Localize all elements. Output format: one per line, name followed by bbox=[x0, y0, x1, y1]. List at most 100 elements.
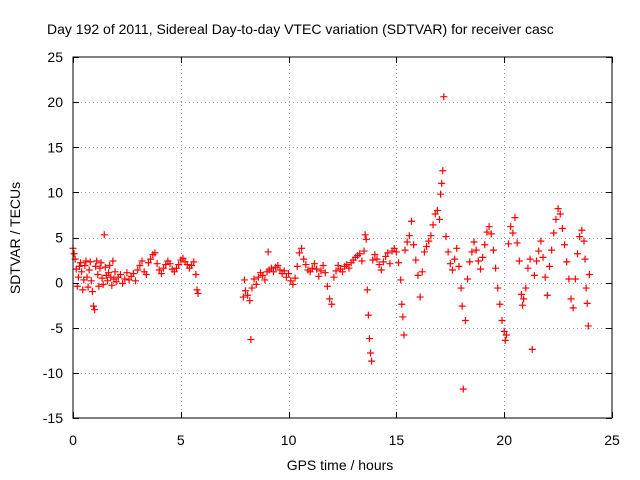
data-point bbox=[440, 93, 448, 101]
data-point bbox=[183, 261, 191, 269]
data-point bbox=[321, 269, 329, 277]
data-point bbox=[507, 223, 515, 231]
data-point bbox=[144, 259, 152, 267]
data-point bbox=[405, 232, 413, 240]
data-point bbox=[425, 237, 433, 245]
data-point bbox=[584, 322, 592, 330]
data-point bbox=[517, 290, 525, 298]
data-point bbox=[364, 311, 372, 319]
data-point bbox=[446, 260, 454, 268]
data-point bbox=[250, 275, 258, 283]
data-point bbox=[87, 277, 95, 285]
data-point bbox=[384, 249, 392, 257]
data-point bbox=[129, 270, 137, 278]
data-point bbox=[108, 281, 116, 289]
data-point bbox=[358, 257, 366, 265]
x-tick-label: 10 bbox=[281, 432, 297, 448]
data-point bbox=[264, 248, 272, 256]
data-point bbox=[95, 282, 103, 290]
data-point bbox=[418, 268, 426, 276]
data-point bbox=[310, 260, 318, 268]
data-point bbox=[306, 268, 314, 276]
data-point bbox=[569, 304, 577, 312]
data-point bbox=[457, 284, 465, 292]
data-point bbox=[420, 248, 428, 256]
data-point bbox=[153, 260, 161, 268]
grid-lines bbox=[73, 57, 612, 418]
data-point bbox=[498, 317, 506, 325]
data-point bbox=[86, 258, 94, 266]
data-point bbox=[151, 249, 159, 257]
data-point bbox=[259, 271, 267, 279]
data-point bbox=[193, 286, 201, 294]
data-point bbox=[252, 280, 260, 288]
data-point bbox=[489, 246, 497, 254]
data-point bbox=[323, 282, 331, 290]
data-point bbox=[308, 264, 316, 272]
y-tick-label: 25 bbox=[47, 49, 63, 65]
data-point bbox=[101, 263, 109, 271]
data-point bbox=[403, 238, 411, 246]
data-point bbox=[371, 251, 379, 259]
data-point bbox=[106, 261, 114, 269]
data-point bbox=[470, 238, 478, 246]
data-point bbox=[282, 273, 290, 281]
data-point bbox=[188, 261, 196, 269]
tick-labels: 0 5 10 15 20 25 -15 -10 -5 0 5 10 15 20 25 bbox=[43, 49, 620, 448]
data-point bbox=[330, 273, 338, 281]
data-point bbox=[556, 210, 564, 218]
data-point bbox=[300, 255, 308, 263]
data-point bbox=[116, 271, 124, 279]
data-point bbox=[313, 265, 321, 273]
data-point bbox=[295, 249, 303, 257]
data-point bbox=[367, 349, 375, 357]
data-point bbox=[543, 291, 551, 299]
data-point bbox=[298, 244, 306, 252]
data-point bbox=[444, 248, 452, 256]
data-point bbox=[317, 267, 325, 275]
data-point bbox=[492, 264, 500, 272]
x-tick-label: 0 bbox=[69, 432, 77, 448]
data-point bbox=[246, 297, 254, 305]
data-point bbox=[412, 256, 420, 264]
data-point bbox=[416, 293, 424, 301]
data-point bbox=[134, 266, 142, 274]
data-point bbox=[136, 261, 144, 269]
y-tick-label: 5 bbox=[55, 230, 63, 246]
data-point bbox=[502, 331, 510, 339]
data-point bbox=[111, 268, 119, 276]
axis-ticks bbox=[73, 57, 613, 419]
data-point bbox=[339, 268, 346, 276]
data-point bbox=[576, 233, 584, 241]
data-point bbox=[315, 272, 323, 280]
data-point bbox=[537, 237, 545, 245]
data-point bbox=[530, 271, 538, 279]
data-point bbox=[565, 275, 573, 283]
data-point bbox=[379, 258, 387, 266]
data-point bbox=[261, 276, 269, 284]
data-point bbox=[241, 287, 249, 295]
data-point bbox=[97, 259, 105, 267]
data-points bbox=[69, 93, 593, 393]
data-point bbox=[509, 229, 517, 237]
data-point bbox=[399, 313, 407, 321]
data-point bbox=[520, 295, 528, 303]
data-point bbox=[392, 248, 400, 256]
data-point bbox=[453, 244, 461, 252]
data-point bbox=[248, 284, 256, 292]
data-point bbox=[98, 274, 106, 282]
data-point bbox=[142, 271, 150, 279]
data-point bbox=[362, 235, 370, 243]
data-point bbox=[464, 275, 472, 283]
data-point bbox=[175, 261, 183, 269]
data-point bbox=[89, 302, 97, 310]
data-point bbox=[550, 229, 558, 237]
data-point bbox=[519, 301, 527, 309]
data-point bbox=[485, 223, 493, 231]
data-point bbox=[125, 276, 133, 284]
data-point bbox=[119, 280, 127, 288]
data-point bbox=[571, 275, 579, 283]
data-point bbox=[289, 280, 297, 288]
data-point bbox=[398, 300, 406, 308]
